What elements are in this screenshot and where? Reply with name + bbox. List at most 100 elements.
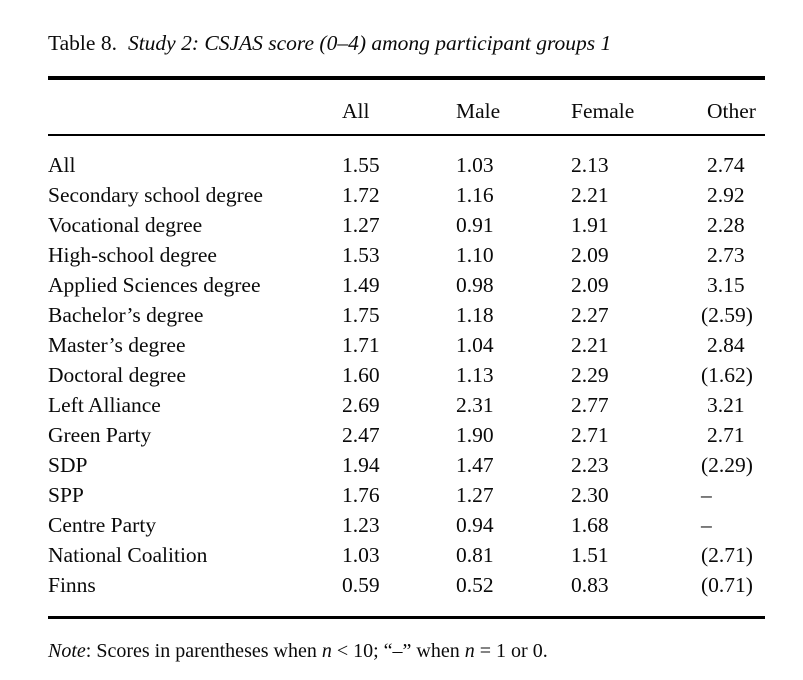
row-label: Green Party <box>48 423 152 447</box>
cell-female: 2.30 <box>571 483 609 507</box>
cell-female: 2.09 <box>571 243 609 267</box>
cell-all: 1.03 <box>342 543 380 567</box>
row-label: Bachelor’s degree <box>48 303 204 327</box>
cell-all: 1.72 <box>342 183 380 207</box>
table-row: High-school degree 1.53 1.10 2.09 2.73 <box>48 240 765 270</box>
note-text-segment: < 10; “–” when <box>331 640 465 662</box>
cell-other: 2.84 <box>707 333 745 357</box>
cell-female: 2.71 <box>571 423 609 447</box>
note-italic-segment: n <box>464 640 475 662</box>
table-row: Applied Sciences degree 1.49 0.98 2.09 3.15 <box>48 270 765 300</box>
row-label: Vocational degree <box>48 213 203 237</box>
row-label: National Coalition <box>48 543 208 567</box>
table-row: Master’s degree 1.71 1.04 2.21 2.84 <box>48 330 765 360</box>
cell-male: 0.81 <box>456 543 494 567</box>
cell-female: 2.13 <box>571 153 609 177</box>
cell-female: 2.21 <box>571 183 609 207</box>
cell-male: 0.91 <box>456 213 494 237</box>
cell-male: 1.90 <box>456 423 494 447</box>
cell-other: (1.62) <box>701 363 753 387</box>
column-header-female: Female <box>571 78 707 136</box>
row-label: SPP <box>48 483 84 507</box>
cell-female: 2.21 <box>571 333 609 357</box>
cell-other: 3.21 <box>707 393 745 417</box>
cell-male: 1.13 <box>456 363 494 387</box>
cell-other: 2.73 <box>707 243 745 267</box>
cell-female: 2.27 <box>571 303 609 327</box>
table-note: Note: Scores in parentheses when n < 10;… <box>48 639 765 664</box>
row-label: Finns <box>48 573 96 597</box>
table-caption-title: Study 2: CSJAS score (0–4) among partici… <box>127 31 612 55</box>
row-label: Left Alliance <box>48 393 161 417</box>
cell-all: 0.59 <box>342 573 380 597</box>
cell-other: – <box>701 483 712 507</box>
cell-male: 1.03 <box>456 153 494 177</box>
row-label: All <box>48 153 76 177</box>
cell-female: 1.91 <box>571 213 609 237</box>
cell-other: (0.71) <box>701 573 753 597</box>
column-header-all: All <box>342 78 456 136</box>
cell-male: 1.18 <box>456 303 494 327</box>
row-label: Secondary school degree <box>48 183 263 207</box>
cell-other: (2.59) <box>701 303 753 327</box>
table-row: Left Alliance 2.69 2.31 2.77 3.21 <box>48 390 765 420</box>
cell-other: (2.71) <box>701 543 753 567</box>
csjas-table: All Male Female Other All 1.55 1.03 2.13 2.7… <box>48 76 765 619</box>
table-row: Centre Party 1.23 0.94 1.68 – <box>48 510 765 540</box>
table-row: All 1.55 1.03 2.13 2.74 <box>48 135 765 180</box>
cell-all: 2.47 <box>342 423 380 447</box>
cell-all: 1.60 <box>342 363 380 387</box>
cell-female: 1.68 <box>571 513 609 537</box>
cell-all: 1.23 <box>342 513 380 537</box>
row-label: Doctoral degree <box>48 363 186 387</box>
cell-all: 2.69 <box>342 393 380 417</box>
note-italic-segment: Note <box>48 640 86 662</box>
table-caption-number: Table 8. <box>48 31 117 55</box>
cell-other: (2.29) <box>701 453 753 477</box>
table-body: All 1.55 1.03 2.13 2.74 Secondary school degr… <box>48 135 765 618</box>
cell-all: 1.71 <box>342 333 380 357</box>
note-text-segment: : Scores in parentheses when <box>85 640 322 662</box>
table-row: Vocational degree 1.27 0.91 1.91 2.28 <box>48 210 765 240</box>
row-label: Master’s degree <box>48 333 186 357</box>
row-label: Centre Party <box>48 513 157 537</box>
table-header-row: All Male Female Other <box>48 78 765 136</box>
cell-other: 2.28 <box>707 213 745 237</box>
cell-male: 0.52 <box>456 573 494 597</box>
cell-all: 1.94 <box>342 453 380 477</box>
cell-male: 1.16 <box>456 183 494 207</box>
cell-all: 1.27 <box>342 213 380 237</box>
column-header-male: Male <box>456 78 571 136</box>
cell-female: 2.09 <box>571 273 609 297</box>
cell-male: 0.98 <box>456 273 494 297</box>
column-header-empty <box>48 78 342 136</box>
cell-female: 1.51 <box>571 543 609 567</box>
cell-other: 3.15 <box>707 273 745 297</box>
cell-female: 0.83 <box>571 573 609 597</box>
note-italic-segment: n <box>321 640 332 662</box>
cell-male: 0.94 <box>456 513 494 537</box>
table-row: SDP 1.94 1.47 2.23 (2.29) <box>48 450 765 480</box>
cell-male: 2.31 <box>456 393 494 417</box>
cell-male: 1.10 <box>456 243 494 267</box>
column-header-other: Other <box>707 78 765 136</box>
document-page: Table 8. Study 2: CSJAS score (0–4) among… <box>48 30 765 664</box>
table-caption: Table 8. Study 2: CSJAS score (0–4) among… <box>48 30 765 57</box>
cell-other: 2.92 <box>707 183 745 207</box>
table-row: Bachelor’s degree 1.75 1.18 2.27 (2.59) <box>48 300 765 330</box>
cell-all: 1.55 <box>342 153 380 177</box>
cell-male: 1.47 <box>456 453 494 477</box>
cell-female: 2.29 <box>571 363 609 387</box>
cell-other: 2.71 <box>707 423 745 447</box>
cell-all: 1.76 <box>342 483 380 507</box>
row-label: Applied Sciences degree <box>48 273 261 297</box>
table-row: Finns 0.59 0.52 0.83 (0.71) <box>48 570 765 618</box>
cell-male: 1.27 <box>456 483 494 507</box>
table-row: Green Party 2.47 1.90 2.71 2.71 <box>48 420 765 450</box>
table-row: Secondary school degree 1.72 1.16 2.21 2.92 <box>48 180 765 210</box>
cell-all: 1.75 <box>342 303 380 327</box>
cell-all: 1.49 <box>342 273 380 297</box>
table-header: All Male Female Other <box>48 78 765 136</box>
cell-other: 2.74 <box>707 153 745 177</box>
table-row: SPP 1.76 1.27 2.30 – <box>48 480 765 510</box>
